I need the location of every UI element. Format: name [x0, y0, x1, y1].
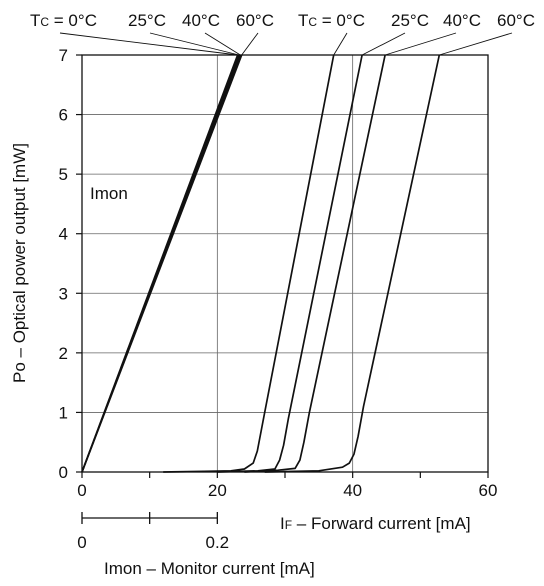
y-tick-label: 0	[59, 463, 68, 482]
y-tick-label: 5	[59, 165, 68, 184]
y-tick-label: 4	[59, 225, 68, 244]
x-axis: 0 20 40 60	[77, 472, 497, 500]
leader-line	[385, 32, 457, 56]
x-tick-label: 0	[77, 481, 86, 500]
temp-header-left-rest: = 0°C	[49, 11, 97, 30]
monitor-current-scale: 0 0.2	[77, 512, 229, 552]
leader-line	[333, 32, 348, 56]
y-tick-label: 2	[59, 344, 68, 363]
x-tick-label: 40	[343, 481, 362, 500]
curve-if-0c	[163, 54, 335, 473]
leader-line	[361, 32, 406, 56]
y-tick-label: 1	[59, 403, 68, 422]
temp-label-right-25: 25°C	[391, 11, 429, 30]
temp-label-right-60: 60°C	[497, 11, 535, 30]
y-axis: 0 1 2 3 4 5 6 7	[59, 46, 82, 482]
x-axis-title-rest: – Forward current [mA]	[292, 514, 471, 533]
leader-line	[241, 32, 259, 56]
x-tick-label: 20	[208, 481, 227, 500]
leader-line	[439, 32, 513, 56]
temp-header-right: TC = 0°C	[298, 11, 365, 30]
temp-header-left-sub: C	[40, 15, 49, 29]
temp-label-left-60: 60°C	[236, 11, 274, 30]
temp-header-left: TC = 0°C	[30, 11, 97, 30]
imon-label: Imon	[90, 184, 128, 203]
monitor-current-title: Imon – Monitor current [mA]	[104, 559, 315, 578]
temp-label-right-40: 40°C	[443, 11, 481, 30]
temp-label-left-25: 25°C	[128, 11, 166, 30]
plot-frame	[81, 54, 489, 473]
leader-line	[149, 32, 240, 56]
temp-header-right-t: T	[298, 11, 308, 30]
curve-if-60c	[264, 54, 441, 473]
x-axis-title-sub: F	[285, 518, 292, 532]
x-tick-label: 60	[479, 481, 498, 500]
y-tick-label: 6	[59, 106, 68, 125]
y-axis-title: Po – Optical power output [mW]	[10, 143, 29, 383]
y-tick-label: 7	[59, 46, 68, 65]
x-axis-title: IF – Forward current [mA]	[280, 514, 471, 533]
x-axis-title-i: I	[280, 514, 285, 533]
grid	[82, 55, 488, 472]
temperature-leaders	[59, 32, 513, 56]
y-tick-label: 3	[59, 284, 68, 303]
curves	[81, 54, 441, 473]
leader-line	[59, 32, 238, 56]
temp-header-right-rest: = 0°C	[317, 11, 365, 30]
temp-header-right-sub: C	[308, 15, 317, 29]
temp-header-left-t: T	[30, 11, 40, 30]
leader-line	[204, 32, 241, 56]
curve-if-40c	[244, 54, 386, 473]
monitor-tick-label: 0.2	[206, 533, 230, 552]
monitor-tick-label: 0	[77, 533, 86, 552]
curve-imon-60c	[81, 54, 243, 473]
temp-label-left-40: 40°C	[182, 11, 220, 30]
